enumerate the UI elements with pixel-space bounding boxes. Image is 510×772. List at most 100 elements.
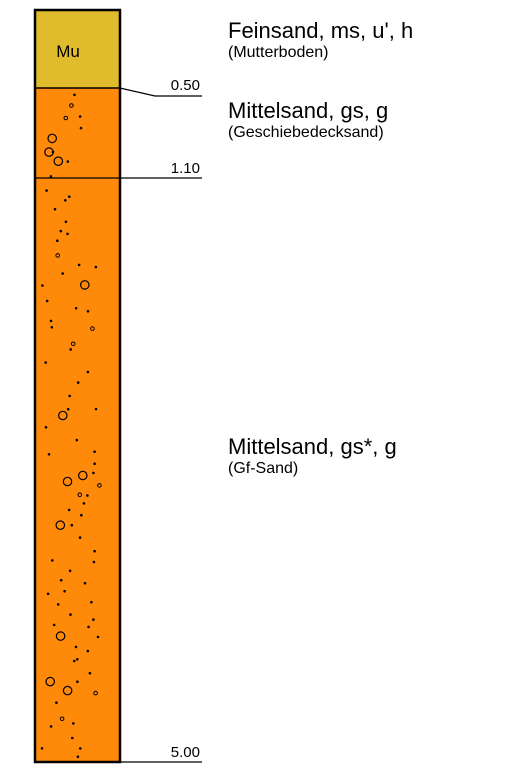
- depth-label-2: 1.10: [171, 160, 200, 177]
- grain-mark: [52, 623, 56, 627]
- grain-mark: [93, 450, 96, 454]
- grain-mark: [76, 680, 79, 683]
- grain-mark: [74, 645, 78, 649]
- grain-mark: [88, 671, 92, 675]
- grain-mark: [61, 272, 64, 275]
- grain-mark: [80, 280, 90, 290]
- grain-mark: [44, 426, 48, 429]
- layer-fill-geschiebedecksand: [35, 88, 120, 178]
- grain-mark: [68, 569, 72, 573]
- layer-description-3: Mittelsand, gs*, g (Gf-Sand): [228, 434, 397, 478]
- grain-mark: [86, 370, 90, 374]
- grain-mark: [68, 195, 71, 198]
- grain-mark: [76, 658, 79, 661]
- grain-mark: [47, 453, 51, 456]
- grain-mark: [78, 115, 82, 118]
- grain-mark: [55, 253, 61, 258]
- grain-mark: [71, 736, 74, 740]
- layer-note: (Geschiebedecksand): [228, 124, 384, 141]
- layer-note: (Gf-Sand): [228, 460, 299, 477]
- grain-mark: [96, 635, 100, 639]
- grain-mark: [82, 502, 86, 505]
- layer-name: Mittelsand, gs, g: [228, 98, 389, 123]
- grain-mark: [66, 407, 70, 411]
- grain-mark: [73, 93, 76, 97]
- grain-mark: [94, 407, 98, 411]
- grain-mark: [80, 513, 83, 517]
- grain-mark: [45, 676, 55, 687]
- grain-mark: [45, 299, 49, 303]
- grain-mark: [78, 470, 88, 481]
- grain-mark: [41, 284, 44, 287]
- grain-mark: [90, 326, 95, 331]
- topsoil-abbreviation: Mu: [56, 42, 80, 61]
- grain-mark: [86, 494, 89, 497]
- grain-mark: [56, 603, 60, 606]
- grain-mark: [93, 690, 98, 696]
- grain-mark: [67, 508, 71, 512]
- grain-mark: [44, 361, 47, 364]
- grain-mark: [55, 631, 66, 641]
- grain-mark: [66, 232, 69, 236]
- grain-mark: [40, 747, 44, 750]
- grain-mark: [56, 239, 59, 242]
- grain-mark: [73, 659, 76, 663]
- layer-name: Feinsand, ms, u', h: [228, 18, 414, 43]
- grain-mark: [83, 581, 87, 585]
- grain-pattern: [40, 93, 102, 758]
- layer-fill-topsoil: [35, 10, 120, 88]
- grain-mark: [86, 310, 90, 313]
- grain-mark: [77, 492, 83, 498]
- grain-mark: [92, 560, 96, 564]
- grain-mark: [63, 589, 66, 593]
- grain-mark: [64, 199, 67, 202]
- grain-mark: [87, 625, 90, 629]
- grain-mark: [76, 381, 80, 384]
- column-outline: [33, 8, 122, 764]
- grain-mark: [64, 220, 68, 224]
- grain-mark: [69, 103, 74, 108]
- grain-mark: [55, 520, 66, 530]
- grain-mark: [47, 133, 57, 144]
- layer-note: (Mutterboden): [228, 44, 329, 61]
- grain-mark: [57, 410, 68, 421]
- grain-mark: [49, 725, 53, 728]
- grain-mark: [97, 483, 102, 488]
- grain-mark: [69, 348, 72, 351]
- depth-tick-1-leader: [119, 87, 202, 97]
- grain-mark: [86, 649, 90, 653]
- grain-mark: [66, 160, 70, 163]
- grain-mark: [92, 471, 95, 475]
- grain-mark: [53, 156, 64, 166]
- grain-mark: [50, 326, 54, 329]
- grain-mark: [93, 462, 96, 466]
- grain-mark: [70, 523, 74, 527]
- grain-mark: [62, 685, 73, 696]
- grain-mark: [76, 755, 80, 758]
- grain-mark: [49, 175, 53, 178]
- grain-mark: [55, 701, 58, 704]
- layer-name: Mittelsand, gs*, g: [228, 434, 397, 459]
- grain-mark: [51, 559, 54, 562]
- layer-description-2: Mittelsand, gs, g (Geschiebedecksand): [228, 98, 388, 142]
- grain-mark: [93, 549, 96, 553]
- layer-fill-gf-sand: [35, 178, 120, 762]
- grain-mark: [92, 618, 95, 621]
- grain-mark: [62, 476, 73, 487]
- grain-mark: [53, 207, 57, 211]
- grain-mark: [59, 716, 65, 722]
- grain-mark: [79, 747, 82, 750]
- grain-mark: [72, 722, 75, 725]
- grain-mark: [49, 319, 53, 323]
- grain-mark: [69, 613, 72, 616]
- grain-mark: [77, 263, 81, 267]
- grain-mark: [63, 115, 69, 121]
- grain-mark: [78, 536, 82, 539]
- depth-label-3: 5.00: [171, 744, 200, 761]
- grain-mark: [59, 578, 63, 582]
- grain-mark: [46, 592, 50, 596]
- grain-mark: [59, 229, 63, 233]
- grain-mark: [45, 189, 48, 192]
- grain-mark: [51, 150, 55, 154]
